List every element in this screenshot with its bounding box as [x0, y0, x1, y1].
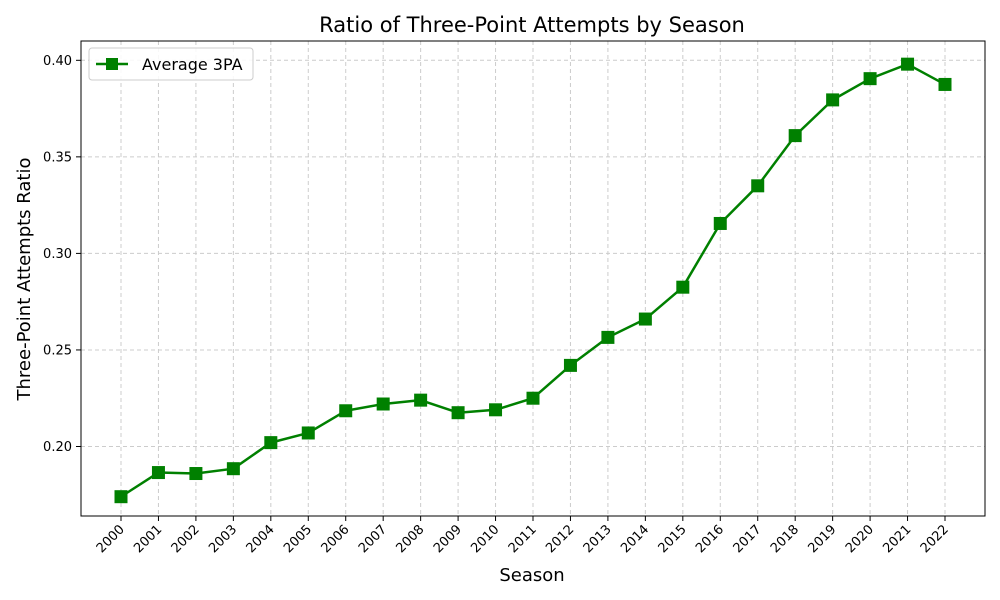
x-tick-label: 2004 — [244, 522, 278, 556]
data-point-marker — [938, 77, 952, 91]
x-tick-label: 2017 — [731, 522, 765, 556]
x-tick-label: 2016 — [693, 522, 727, 556]
data-point-marker — [826, 93, 840, 107]
legend-entry-average-3pa: Average 3PA — [142, 55, 243, 74]
x-tick-label: 2001 — [131, 522, 165, 556]
data-point-marker — [563, 358, 577, 372]
grid-lines — [81, 41, 985, 516]
data-point-marker — [451, 406, 465, 420]
x-axis-label: Season — [499, 565, 564, 586]
x-tick-label: 2009 — [431, 522, 465, 556]
legend-marker-swatch — [106, 58, 118, 70]
x-tick-label: 2006 — [319, 522, 353, 556]
data-point-marker — [713, 216, 727, 230]
data-point-marker — [414, 393, 428, 407]
y-tick-label: 0.25 — [43, 343, 72, 358]
x-tick-label: 2011 — [506, 522, 540, 556]
series-layer — [114, 57, 952, 504]
data-point-marker — [339, 404, 353, 418]
data-point-marker — [264, 436, 278, 450]
y-tick-label: 0.35 — [43, 150, 72, 165]
data-point-marker — [638, 312, 652, 326]
x-tick-label: 2018 — [768, 522, 802, 556]
x-tick-label: 2020 — [843, 522, 877, 556]
data-point-marker — [189, 467, 203, 481]
x-axis-ticks: 2000 2001 2002 2003 2004 2005 2006 2007 2008 2009… — [94, 516, 952, 556]
data-point-marker — [863, 72, 877, 86]
x-tick-label: 2022 — [918, 522, 952, 556]
x-tick-label: 2008 — [393, 522, 427, 556]
data-point-marker — [489, 403, 503, 417]
x-tick-label: 2021 — [880, 522, 914, 556]
y-tick-label: 0.30 — [43, 247, 72, 262]
x-tick-label: 2005 — [281, 522, 315, 556]
legend-box — [88, 47, 254, 81]
x-tick-label: 2015 — [656, 522, 690, 556]
x-tick-label: 2010 — [468, 522, 502, 556]
data-point-marker — [301, 426, 315, 440]
y-tick-label: 0.40 — [43, 54, 72, 69]
data-point-marker — [601, 330, 615, 344]
data-point-marker — [114, 490, 128, 504]
x-tick-label: 2013 — [581, 522, 615, 556]
data-point-marker — [788, 129, 802, 143]
data-point-marker — [376, 397, 390, 411]
x-tick-label: 2000 — [94, 522, 128, 556]
data-point-marker — [226, 462, 240, 476]
legend: Average 3PA — [88, 47, 254, 81]
x-tick-label: 2003 — [206, 522, 240, 556]
y-tick-label: 0.20 — [43, 440, 72, 455]
chart-title: Ratio of Three-Point Attempts by Season — [319, 13, 745, 37]
data-point-marker — [151, 466, 165, 480]
y-axis-label: Three-Point Attempts Ratio — [14, 158, 35, 402]
x-tick-label: 2019 — [805, 522, 839, 556]
x-tick-label: 2007 — [356, 522, 390, 556]
x-tick-label: 2014 — [618, 522, 652, 556]
data-point-marker — [901, 57, 915, 71]
y-axis-ticks: 0.20 0.25 0.30 0.35 0.40 — [43, 54, 81, 455]
data-point-marker — [526, 391, 540, 405]
data-point-marker — [676, 280, 690, 294]
x-tick-label: 2012 — [543, 522, 577, 556]
data-point-marker — [751, 179, 765, 193]
x-tick-label: 2002 — [169, 522, 203, 556]
